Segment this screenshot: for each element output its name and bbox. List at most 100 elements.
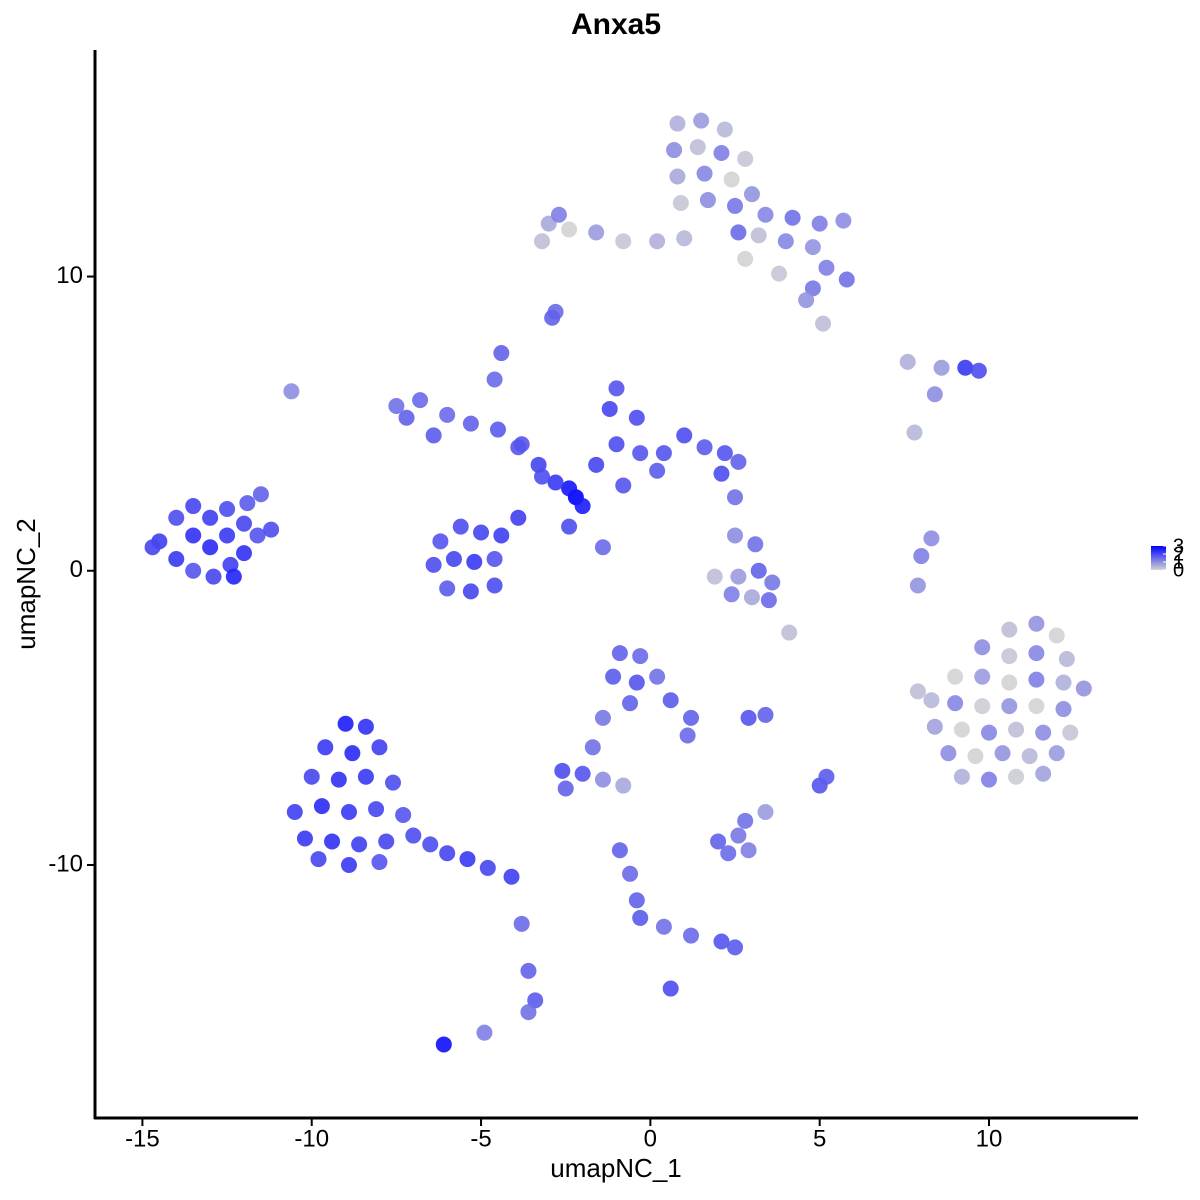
point [1048,627,1065,644]
point [330,771,347,788]
point [368,801,385,818]
x-tick-label: 0 [644,1125,657,1152]
point [1021,748,1038,765]
point [953,721,970,738]
point [510,509,527,526]
point [168,550,185,567]
point [550,206,567,223]
point [340,804,357,821]
point [672,194,689,211]
point [479,859,496,876]
point [757,706,774,723]
point [818,768,835,785]
point [561,221,578,238]
point [303,768,320,785]
point [713,144,730,161]
point [473,524,490,541]
point [628,892,645,909]
point [730,568,747,585]
point [760,592,777,609]
y-tick-label: 0 [70,556,83,583]
colorbar-tick-label: 3 [1173,535,1184,557]
point [957,359,974,376]
point [486,371,503,388]
point [513,915,530,932]
point [1035,724,1052,741]
point [486,577,503,594]
point [649,233,666,250]
point [923,692,940,709]
point [655,918,672,935]
point [534,233,550,250]
point [683,927,699,944]
chart-title: Anxa5 [571,8,661,41]
point [1035,765,1052,782]
point [425,556,442,573]
point [649,668,666,685]
point [344,745,361,762]
point [723,171,740,188]
point [371,739,388,756]
point [750,227,767,244]
point [1058,651,1075,668]
point [493,527,510,544]
point [716,121,733,138]
point [727,197,744,214]
point [422,836,439,853]
point [584,739,601,756]
point [683,709,699,726]
point [466,553,483,570]
point [615,233,632,250]
point [696,165,713,182]
point [981,724,997,741]
point [283,383,300,400]
point [439,845,456,862]
point [947,695,964,712]
point [713,933,730,950]
x-tick-label: 5 [813,1125,826,1152]
point [974,639,991,656]
point [713,465,730,482]
point [740,842,757,859]
point [236,545,252,562]
point [611,645,628,662]
point [615,777,632,794]
point [534,468,550,485]
point [1001,674,1018,691]
point [594,539,611,556]
point [953,768,970,785]
point [622,865,639,882]
point [594,709,611,726]
point [168,509,185,526]
point [557,780,574,797]
point [676,230,693,247]
point [757,206,774,223]
point [412,392,429,409]
point [1075,680,1092,697]
point [730,827,747,844]
point [974,668,991,685]
point [743,589,760,606]
point [706,568,723,585]
point [974,698,991,715]
point [435,1036,452,1053]
point [296,830,313,847]
point [351,836,368,853]
point [439,580,456,597]
point [727,939,744,956]
point [909,577,926,594]
point [388,398,405,414]
x-tick-label: -15 [125,1125,160,1152]
point [737,812,754,829]
x-tick-label: -5 [470,1125,491,1152]
point [913,548,930,565]
point [588,456,605,473]
point [608,380,625,397]
point [669,115,686,132]
point [503,868,520,885]
point [561,480,578,497]
point [693,112,710,129]
point [239,495,256,512]
point [1048,745,1065,762]
